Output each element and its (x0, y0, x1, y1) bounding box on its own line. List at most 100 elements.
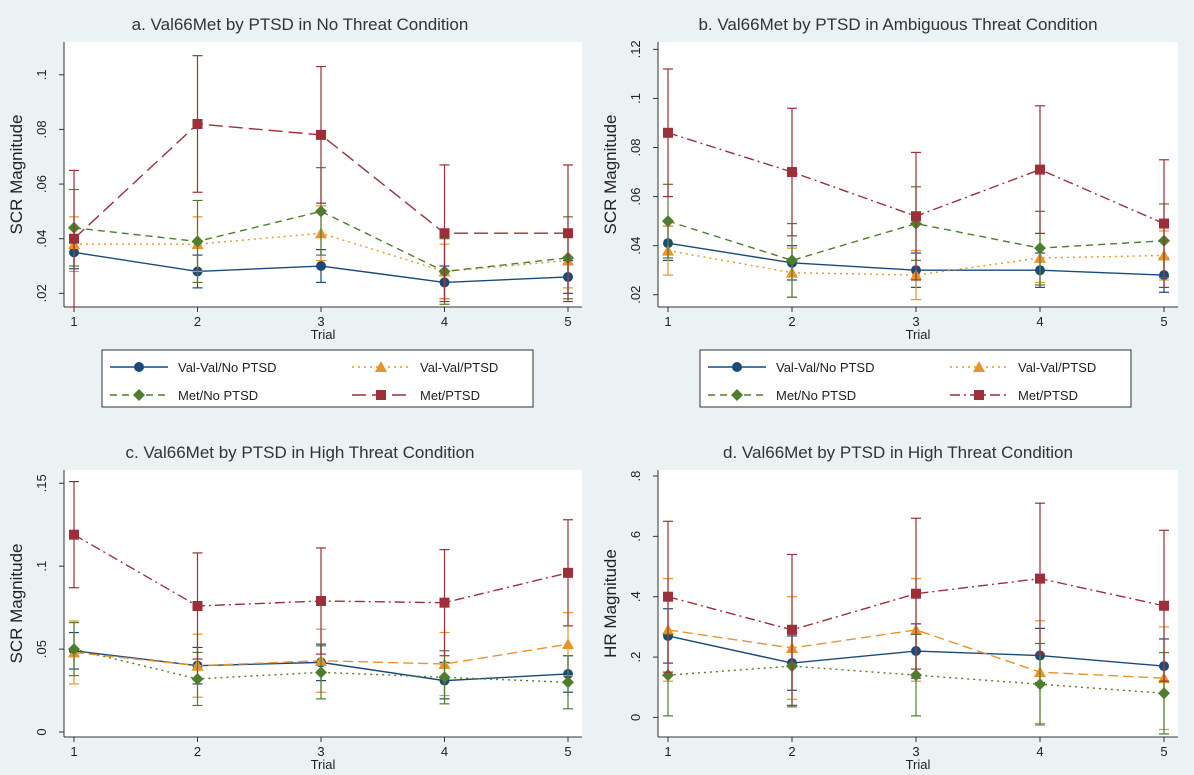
panel-d-y-tick-label: .4 (628, 591, 643, 602)
panel-b-y-tick-label: .08 (628, 138, 643, 156)
panel-c-series-4-marker (192, 600, 203, 611)
panel-d-series-4-marker (1035, 573, 1045, 584)
panel-a-series-1-marker (316, 261, 326, 272)
panel-c-series-2-marker (562, 638, 574, 650)
legend-a-label-met-no: Met/No PTSD (178, 388, 258, 403)
panel-d-series-4-marker (1159, 600, 1169, 611)
legend-a-label-vv-no: Val-Val/No PTSD (178, 360, 277, 375)
panel-d-y-axis-label: HR Magnitude (601, 549, 620, 658)
panel-c-y-tick-label: .05 (34, 640, 49, 658)
panel-a-series-4-marker (439, 228, 450, 239)
panel-d-series-3-line (667, 665, 1165, 694)
panel-d-series-4-marker (911, 588, 921, 599)
legend-a-label-vv-ptsd: Val-Val/PTSD (420, 360, 498, 375)
panel-d-y-tick-label: .2 (628, 652, 643, 663)
panel-c-series-3-marker (68, 643, 80, 656)
panel-b-y-tick-label: .12 (628, 40, 643, 58)
panel-a-title: a. Val66Met by PTSD in No Threat Conditi… (132, 15, 469, 34)
legend-a-marker-vv-ptsd (375, 361, 387, 372)
panel-d-series-4-marker (663, 591, 673, 602)
panel-a-series-4-marker (563, 228, 573, 239)
legend-b-marker-met-ptsd (974, 390, 984, 400)
legend-b-marker-met-no (731, 389, 743, 401)
legend-a: Val-Val/No PTSD Val-Val/PTSD Met/No PTSD… (101, 349, 534, 408)
panel-a-series-4-marker (192, 118, 203, 129)
panel-b-title: b. Val66Met by PTSD in Ambiguous Threat … (698, 15, 1097, 34)
legend-b-box (699, 349, 1132, 408)
panel-d-y-tick-label: 0 (628, 714, 643, 721)
panel-b-series-4-marker (911, 211, 921, 222)
panel-d-series-3-marker (1034, 678, 1046, 691)
panel-d-y-tick-label: .8 (628, 471, 643, 482)
panel-c-series-3-marker (438, 671, 451, 684)
panel-c-y-axis-label: SCR Magnitude (7, 543, 26, 663)
panel-d-x-tick-label: 5 (1160, 744, 1167, 759)
legend-b-marker-vv-ptsd (973, 361, 985, 372)
panel-c-y-tick-label: .15 (34, 474, 49, 492)
panel-a: a. Val66Met by PTSD in No Threat Conditi… (7, 15, 582, 342)
panel-d: d. Val66Met by PTSD in High Threat Condi… (601, 443, 1178, 772)
panel-b-y-tick-label: .02 (628, 286, 643, 304)
panel-c-y-tick-label: 0 (34, 728, 49, 735)
legend-a-box (101, 349, 534, 408)
panel-a-y-tick-label: .04 (34, 230, 49, 248)
panel-d-x-tick-label: 1 (664, 744, 671, 759)
panel-c-x-tick-label: 5 (564, 744, 571, 759)
panel-c-series-3 (68, 621, 574, 710)
panel-b-series-3-marker (1034, 242, 1046, 255)
panel-b-y-tick-label: .1 (628, 93, 643, 104)
panel-d-y-tick-label: .6 (628, 531, 643, 542)
panel-a-y-tick-label: .06 (34, 175, 49, 193)
panel-b: b. Val66Met by PTSD in Ambiguous Threat … (601, 15, 1178, 342)
panel-a-x-tick-label: 4 (441, 314, 448, 329)
panel-b-y-axis-label: SCR Magnitude (601, 114, 620, 234)
panel-b-series-4-marker (1035, 164, 1045, 175)
panel-b-x-axis-label: Trial (906, 327, 931, 342)
panel-a-x-tick-label: 2 (194, 314, 201, 329)
panel-a-y-tick-label: .1 (34, 69, 49, 80)
panel-c-series-4-marker (563, 567, 573, 578)
panel-c-series-3-marker (315, 666, 327, 679)
panel-c-series-4-marker (316, 596, 326, 607)
legend-b: Val-Val/No PTSD Val-Val/PTSD Met/No PTSD… (699, 349, 1132, 408)
legend-a-marker-vv-no (134, 362, 144, 372)
panel-d-plot-area (658, 470, 1178, 737)
panel-c-x-tick-label: 1 (70, 744, 77, 759)
panel-c-series-3-marker (562, 676, 574, 689)
panel-a-y-axis-label: SCR Magnitude (7, 114, 26, 234)
panel-b-x-tick-label: 1 (664, 314, 671, 329)
panel-d-x-axis-label: Trial (906, 757, 931, 772)
panel-d-title: d. Val66Met by PTSD in High Threat Condi… (723, 443, 1073, 462)
legend-a-marker-met-no (133, 389, 145, 401)
panel-a-x-axis-label: Trial (311, 327, 336, 342)
legend-b-label-met-ptsd: Met/PTSD (1018, 388, 1078, 403)
panel-d-x-tick-label: 4 (1036, 744, 1043, 759)
panel-b-plot-area (658, 42, 1178, 307)
panel-a-x-tick-label: 1 (70, 314, 77, 329)
panel-b-x-tick-label: 3 (912, 314, 919, 329)
panel-a-series-4-marker (69, 233, 79, 244)
panel-b-x-tick-label: 4 (1036, 314, 1043, 329)
panel-b-x-tick-label: 2 (788, 314, 795, 329)
panel-a-series-4-marker (316, 129, 326, 140)
panel-a-y-tick-label: .08 (34, 120, 49, 138)
panel-a-x-tick-label: 5 (564, 314, 571, 329)
panel-b-y-tick-label: .04 (628, 237, 643, 255)
panel-b-series-4 (663, 68, 1169, 288)
panel-d-series-4-line (667, 577, 1165, 631)
panel-c-title: c. Val66Met by PTSD in High Threat Condi… (126, 443, 475, 462)
panel-b-series-3-line (667, 220, 1165, 262)
panel-a-y-tick-label: .02 (34, 284, 49, 302)
panel-b-series-3-marker (786, 254, 798, 267)
panel-d-x-tick-label: 2 (788, 744, 795, 759)
panel-c-series-3-marker (191, 672, 204, 685)
panel-a-series-3-marker (191, 235, 204, 248)
legend-b-marker-vv-no (732, 362, 742, 372)
legend-b-label-vv-no: Val-Val/No PTSD (776, 360, 875, 375)
panel-b-series-4-marker (1159, 218, 1169, 229)
panel-b-series-4-marker (787, 167, 797, 178)
panel-c: c. Val66Met by PTSD in High Threat Condi… (7, 443, 582, 772)
panel-d-x-tick-label: 3 (912, 744, 919, 759)
panel-c-x-tick-label: 2 (194, 744, 201, 759)
